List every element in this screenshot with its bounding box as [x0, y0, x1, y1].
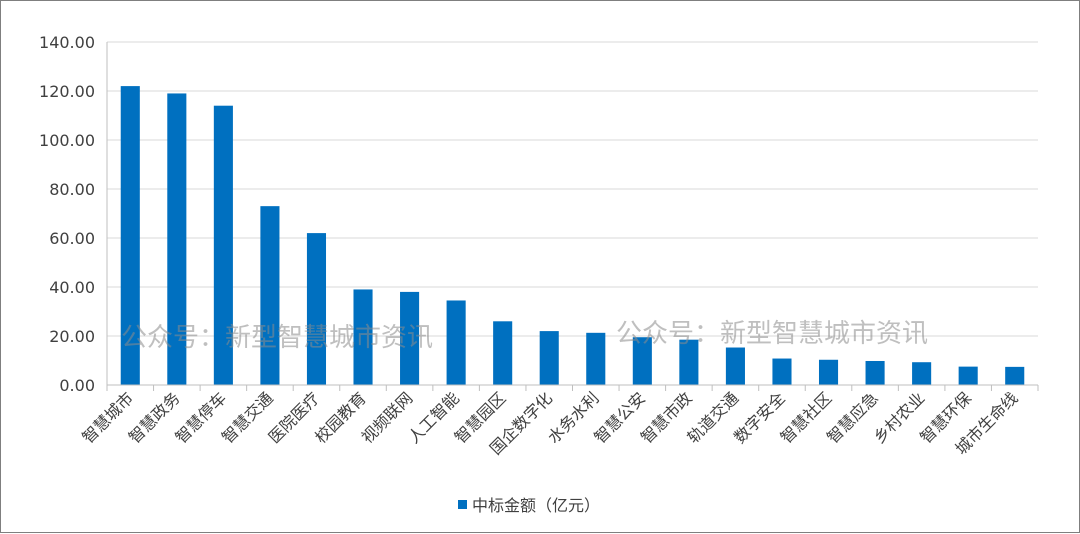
watermark-text: 公众号：新型智慧城市资讯	[616, 319, 928, 349]
legend-label: 中标金额（亿元）	[472, 496, 600, 515]
bar	[167, 93, 187, 385]
y-tick-label: 100.00	[39, 131, 95, 150]
bars	[120, 86, 1025, 385]
y-tick-label: 20.00	[49, 327, 95, 346]
legend: 中标金额（亿元）	[458, 496, 600, 515]
bar	[493, 321, 513, 385]
watermark-text: 公众号：新型智慧城市资讯	[121, 323, 433, 353]
bar	[818, 359, 839, 385]
axes	[106, 42, 1039, 391]
y-tick-label: 140.00	[39, 33, 95, 52]
bar	[353, 289, 373, 385]
bar	[213, 105, 233, 385]
bar	[958, 366, 978, 385]
bar	[725, 347, 745, 385]
bar	[400, 291, 420, 385]
y-tick-label: 120.00	[39, 82, 95, 101]
y-tick-label: 60.00	[49, 229, 95, 248]
y-tick-label: 40.00	[49, 278, 95, 297]
bar	[1005, 366, 1025, 385]
bar	[120, 86, 140, 385]
bar	[306, 233, 327, 385]
y-axis-tick-labels: 0.00 20.00 40.00 60.00 80.00 100.00 120.00 140.…	[39, 33, 95, 395]
bar	[632, 337, 652, 385]
bar	[539, 331, 559, 385]
legend-swatch	[458, 500, 467, 509]
bar	[446, 300, 466, 385]
bar	[679, 339, 699, 385]
x-axis-category-labels: 智慧城市智慧政务智慧停车智慧交通医院医疗校园教育视频联网人工智能智慧园区国企数字…	[78, 388, 1021, 458]
bar	[260, 206, 280, 385]
bar	[772, 358, 792, 385]
bar	[865, 360, 885, 385]
y-tick-label: 80.00	[49, 180, 95, 199]
bar	[912, 362, 932, 385]
y-tick-label: 0.00	[59, 376, 95, 395]
bar	[586, 332, 606, 385]
